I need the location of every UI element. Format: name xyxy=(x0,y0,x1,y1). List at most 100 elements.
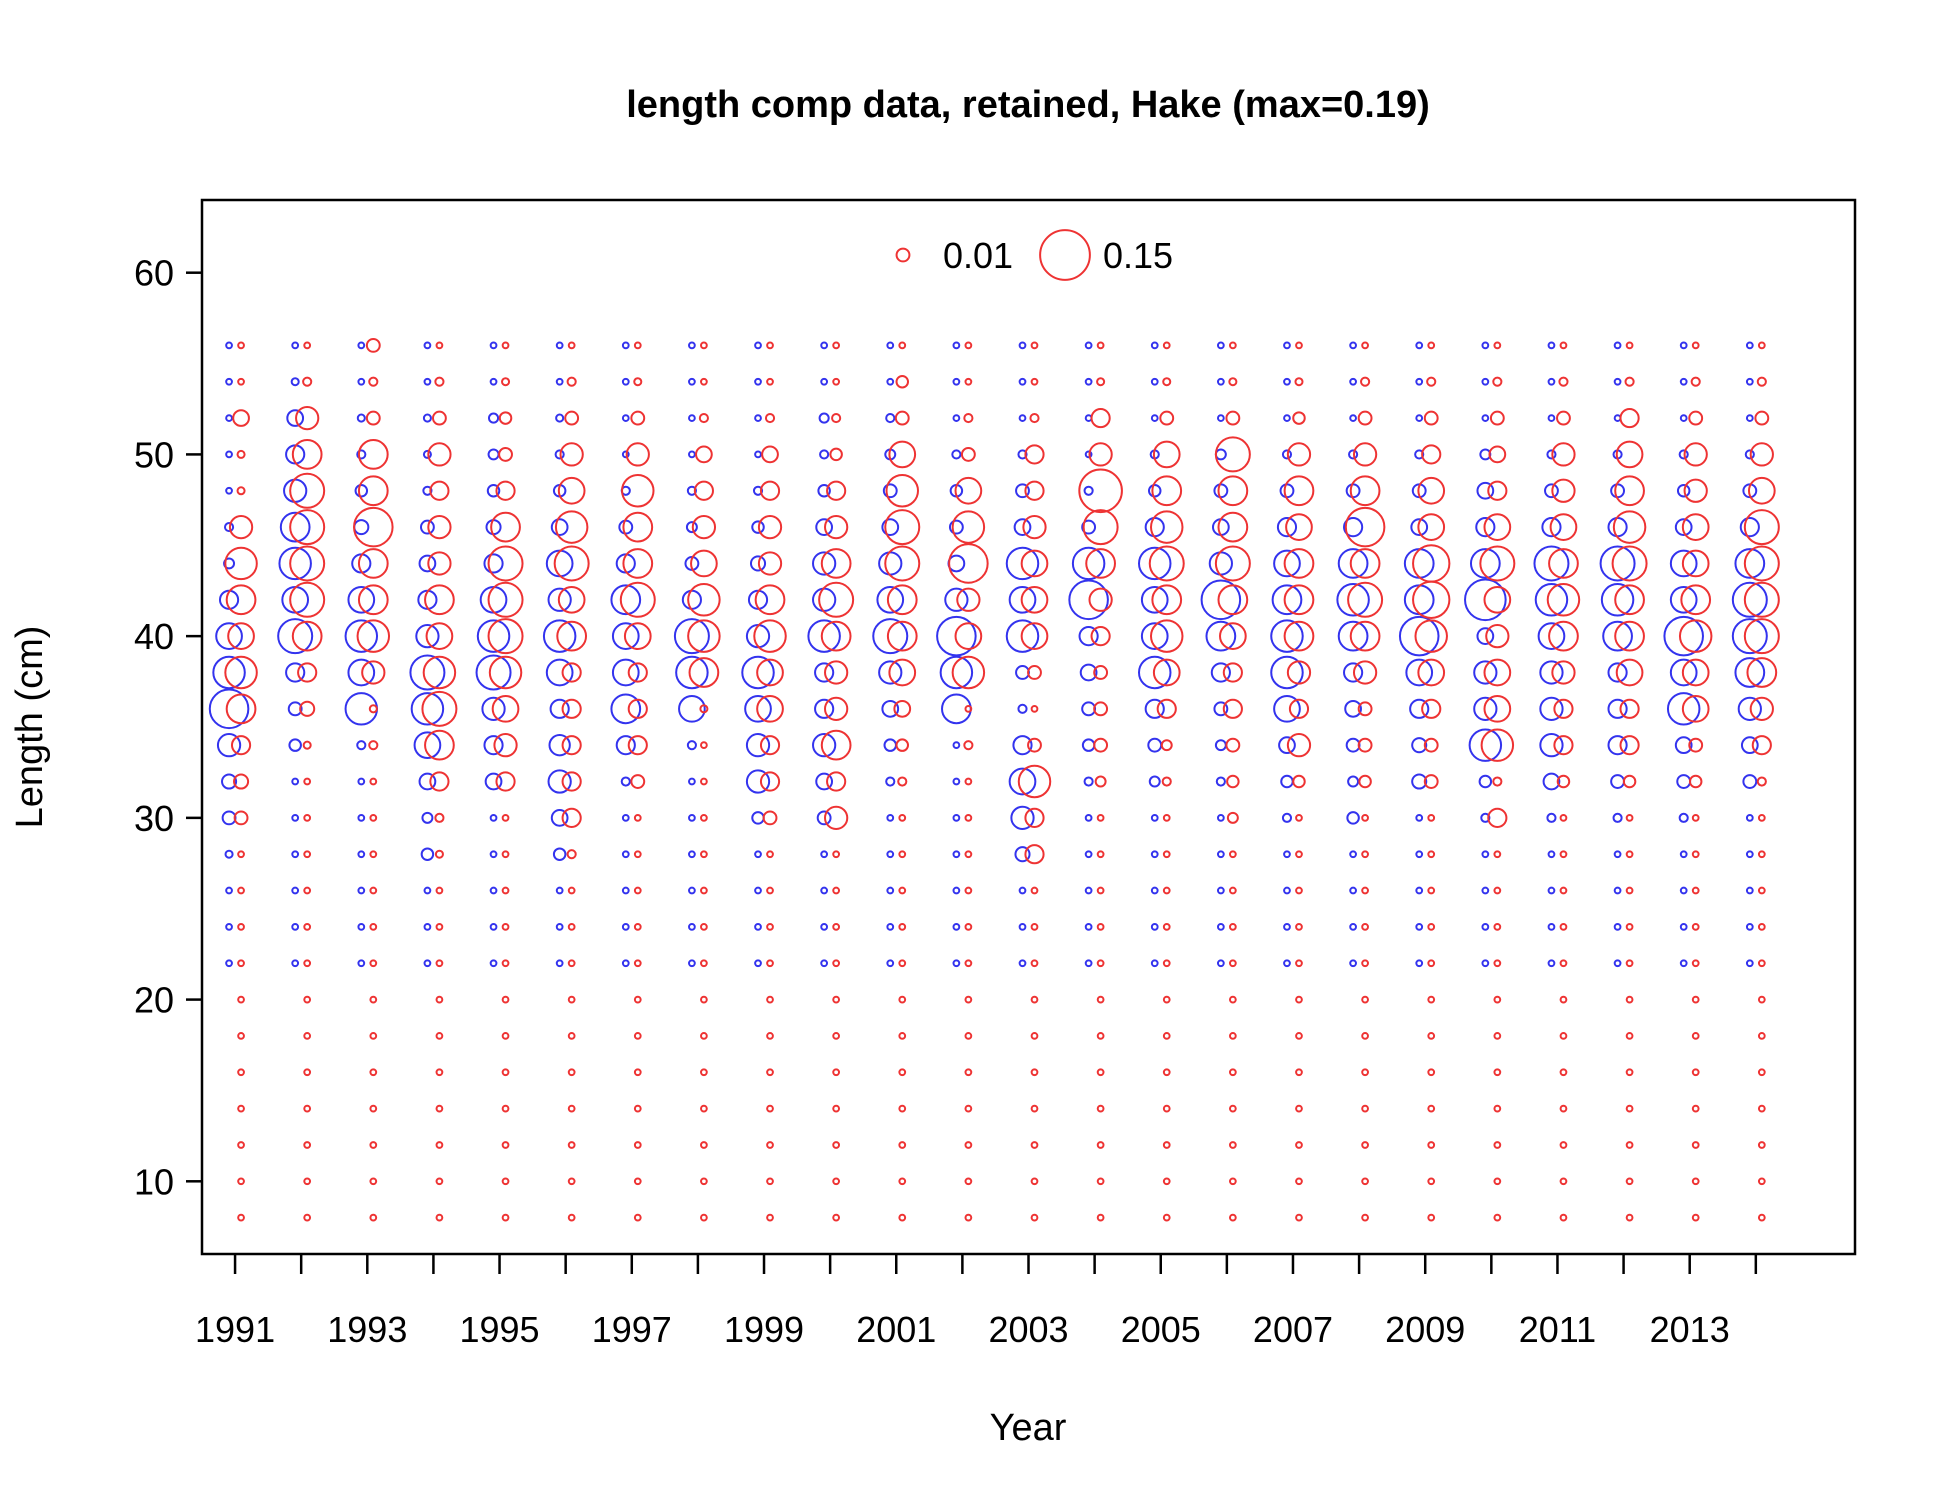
bubble-sex2 xyxy=(227,622,255,650)
bubble-sex2 xyxy=(832,1068,841,1077)
bubble-sex2 xyxy=(766,377,774,386)
bubble-sex2 xyxy=(1096,1068,1105,1077)
bubble-sex1 xyxy=(1415,959,1424,968)
bubble-sex2 xyxy=(424,729,455,761)
bubble-sex1 xyxy=(552,847,567,861)
bubble-sex2 xyxy=(1228,1032,1237,1040)
bubble-sex1 xyxy=(1481,850,1490,859)
bubble-sex2 xyxy=(1423,410,1439,426)
bubble-sex2 xyxy=(1743,618,1780,655)
bubble-sex1 xyxy=(555,886,564,895)
legend-label: 0.01 xyxy=(943,235,1013,276)
bubble-sex1 xyxy=(1150,850,1159,859)
bubble-sex1 xyxy=(1271,584,1303,616)
bubble-sex2 xyxy=(1678,619,1713,653)
bubble-sex1 xyxy=(225,450,233,459)
bubble-sex1 xyxy=(878,551,903,576)
bubble-sex2 xyxy=(237,1068,245,1077)
bubble-sex2 xyxy=(1625,923,1634,931)
bubble-sex2 xyxy=(233,773,250,790)
bubble-sex1 xyxy=(1216,850,1225,859)
bubble-sex2 xyxy=(832,850,841,859)
bubble-sex1 xyxy=(621,850,630,859)
bubble-sex1 xyxy=(1480,812,1491,823)
bubble-sex2 xyxy=(1421,698,1442,719)
bubble-sex2 xyxy=(832,377,841,386)
bubble-sex2 xyxy=(1228,850,1237,859)
bubble-sex1 xyxy=(1415,813,1424,822)
bubble-sex1 xyxy=(1613,377,1622,386)
bubble-sex1 xyxy=(291,777,300,786)
bubble-sex1 xyxy=(1345,483,1361,499)
bubble-sex1 xyxy=(1150,959,1159,968)
bubble-sex2 xyxy=(303,886,312,895)
bubble-sex1 xyxy=(225,486,233,495)
bubble-sex2 xyxy=(1088,442,1113,467)
bubble-sex2 xyxy=(1094,775,1107,788)
bubble-sex1 xyxy=(221,773,238,790)
bubble-sex1 xyxy=(287,701,303,717)
bubble-sex2 xyxy=(1017,764,1052,799)
bubble-sex2 xyxy=(1680,584,1712,616)
bubble-sex2 xyxy=(1226,811,1239,824)
bubble-sex2 xyxy=(369,813,378,822)
bubble-sex1 xyxy=(886,850,895,859)
bubble-sex2 xyxy=(691,514,717,540)
bubble-sex2 xyxy=(501,923,510,931)
bubble-sex1 xyxy=(752,485,764,496)
bubble-sex2 xyxy=(1412,544,1451,583)
bubble-sex1 xyxy=(347,658,376,687)
bubble-sex1 xyxy=(745,769,771,794)
bubble-sex1 xyxy=(487,412,500,424)
bubble-sex1 xyxy=(886,959,895,968)
bubble-sex2 xyxy=(557,585,586,614)
bubble-sex1 xyxy=(1669,549,1698,578)
bubble-sex1 xyxy=(1283,959,1291,968)
bubble-sex2 xyxy=(1625,850,1634,859)
bubble-sex2 xyxy=(1361,886,1369,895)
bubble-sex2 xyxy=(236,449,246,459)
bubble-sex2 xyxy=(1027,665,1042,680)
bubble-sex2 xyxy=(1619,735,1640,756)
bubble-sex1 xyxy=(1734,657,1766,688)
bubble-sex2 xyxy=(1096,1141,1105,1149)
bubble-sex2 xyxy=(1295,850,1303,859)
bubble-sex1 xyxy=(1150,377,1159,386)
bubble-sex1 xyxy=(1415,886,1424,895)
bubble-sex2 xyxy=(700,813,708,822)
bubble-sex1 xyxy=(820,377,829,386)
bubble-sex2 xyxy=(557,476,586,505)
bubble-sex2 xyxy=(1757,1068,1766,1077)
bubble-sex1 xyxy=(686,740,697,751)
bubble-sex2 xyxy=(1295,1068,1303,1077)
bubble-sex2 xyxy=(886,584,918,616)
bubble-sex2 xyxy=(832,886,841,895)
bubble-sex2 xyxy=(1294,377,1304,387)
bubble-sex2 xyxy=(1559,995,1568,1004)
bubble-sex1 xyxy=(423,886,432,895)
bubble-sex2 xyxy=(898,959,907,968)
bubble-sex2 xyxy=(1493,1104,1502,1113)
bubble-sex2 xyxy=(1295,959,1303,968)
bubble-sex2 xyxy=(1078,468,1123,514)
bubble-sex1 xyxy=(951,449,962,460)
bubble-sex1 xyxy=(820,850,829,859)
bubble-sex1 xyxy=(221,810,237,826)
bubble-sex2 xyxy=(1283,620,1315,652)
bubble-sex2 xyxy=(567,923,576,931)
bubble-sex1 xyxy=(1464,578,1507,622)
bubble-sex2 xyxy=(1493,1177,1502,1186)
bubble-sex2 xyxy=(1417,513,1446,541)
bubble-sex2 xyxy=(566,849,577,860)
legend-label: 0.15 xyxy=(1103,235,1173,276)
bubble-sex1 xyxy=(812,733,837,758)
bubble-sex2 xyxy=(1024,807,1045,828)
bubble-sex1 xyxy=(1216,886,1225,895)
bubble-sex2 xyxy=(1020,549,1049,578)
bubble-sex1 xyxy=(1676,774,1692,789)
bubble-sex2 xyxy=(357,548,389,579)
bubble-sex2 xyxy=(1479,545,1516,582)
bubble-sex1 xyxy=(1017,449,1028,460)
bubble-sex2 xyxy=(1030,1032,1039,1040)
bubble-sex2 xyxy=(434,812,445,823)
